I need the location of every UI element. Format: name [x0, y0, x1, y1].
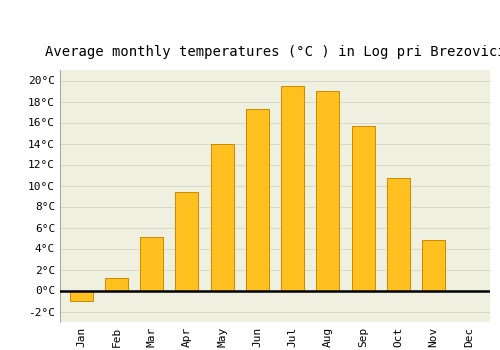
Bar [70, 290, 92, 301]
Title: Average monthly temperatures (°C ) in Log pri Brezovici: Average monthly temperatures (°C ) in Lo… [44, 45, 500, 59]
Bar [422, 240, 445, 290]
Bar [281, 86, 304, 290]
Bar [352, 126, 374, 290]
Bar [176, 192, 199, 290]
Bar [387, 178, 410, 290]
Bar [316, 91, 340, 290]
Bar [210, 144, 234, 290]
Bar [140, 237, 163, 290]
Bar [105, 278, 128, 290]
Bar [246, 109, 269, 290]
